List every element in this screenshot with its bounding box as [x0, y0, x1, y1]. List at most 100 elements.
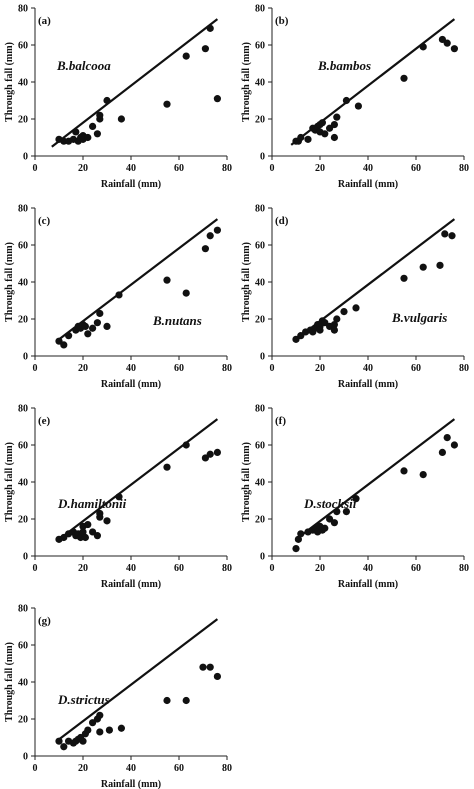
x-axis-label: Rainfall (mm) [338, 179, 398, 190]
y-tick-label: 0 [23, 752, 28, 763]
panel-d: 0 20 40 60 80 0 20 40 60 80 Rainfall (mm) Through f… [241, 204, 469, 391]
y-tick-label: 60 [255, 41, 265, 52]
data-point [117, 724, 125, 732]
data-point [206, 24, 214, 32]
panel-label: (e) [38, 415, 51, 427]
y-tick-label: 20 [255, 315, 265, 326]
species-label: B.balcooa [56, 58, 111, 73]
data-point [60, 743, 68, 751]
data-point [93, 319, 101, 327]
y-tick-label: 60 [255, 441, 265, 452]
y-tick-label: 80 [255, 204, 265, 215]
panel-label: (a) [38, 15, 51, 27]
data-point [333, 508, 341, 516]
panel-g: 0 20 40 60 80 0 20 40 60 80 Rainfall (mm) Through f… [4, 604, 232, 789]
data-point [438, 448, 446, 456]
x-tick-label: 60 [411, 363, 421, 374]
y-tick-label: 60 [18, 441, 28, 452]
x-tick-label: 60 [174, 563, 184, 574]
data-point [103, 96, 111, 105]
y-tick-label: 80 [18, 204, 28, 215]
data-point [84, 520, 92, 529]
data-point [342, 508, 350, 516]
data-point [330, 120, 338, 129]
data-point [65, 332, 73, 340]
x-tick-label: 0 [33, 563, 38, 574]
reference-line [58, 218, 219, 341]
y-tick-label: 0 [23, 352, 28, 363]
panel-label: (g) [38, 615, 51, 627]
data-point [96, 711, 104, 719]
x-tick-label: 0 [33, 363, 38, 374]
data-point [115, 291, 123, 299]
x-tick-label: 40 [363, 163, 373, 174]
data-point [316, 326, 324, 334]
y-tick-label: 20 [18, 715, 28, 726]
data-point [443, 434, 451, 442]
y-tick-label: 80 [255, 404, 265, 415]
x-tick-label: 40 [126, 363, 136, 374]
data-point [84, 133, 92, 142]
data-point [354, 102, 362, 110]
panel-f: 0 20 40 60 80 0 20 40 60 80 Rainfall (mm) Through f… [241, 404, 469, 591]
y-tick-label: 60 [18, 241, 28, 252]
y-tick-label: 20 [18, 115, 28, 126]
x-axis-label: Rainfall (mm) [101, 779, 161, 789]
data-point [340, 308, 348, 316]
data-point [304, 135, 312, 143]
data-point [163, 276, 171, 284]
x-tick-label: 0 [33, 163, 38, 174]
data-point [60, 341, 68, 349]
y-axis-label: Through fall (mm) [4, 442, 15, 522]
species-label: B.nutans [152, 313, 202, 328]
species-label: D.strictus [57, 692, 110, 707]
panel-e: 0 20 40 60 80 0 20 40 60 80 Rainfall (mm) Through f… [4, 404, 232, 591]
data-point [419, 263, 427, 271]
panel-b: 0 20 40 60 80 0 20 40 60 80 Rainfall (mm) Through f… [241, 4, 469, 191]
y-axis-label: Through fall (mm) [241, 442, 252, 522]
data-point [163, 463, 171, 471]
y-tick-label: 60 [18, 41, 28, 52]
data-point [103, 322, 111, 330]
data-point [115, 493, 123, 501]
x-tick-label: 20 [78, 563, 88, 574]
reference-line [58, 418, 219, 541]
data-point [450, 45, 458, 53]
data-point [103, 517, 111, 525]
data-point [330, 320, 338, 329]
panel-label: (f) [275, 415, 286, 427]
y-tick-label: 20 [255, 515, 265, 526]
data-point [105, 726, 113, 734]
data-point [206, 663, 214, 671]
x-tick-label: 20 [78, 763, 88, 774]
x-axis-label: Rainfall (mm) [338, 379, 398, 390]
x-tick-label: 40 [126, 563, 136, 574]
data-point [117, 115, 125, 123]
data-point [96, 309, 104, 318]
y-tick-label: 40 [18, 78, 28, 89]
data-point [79, 528, 87, 536]
data-point [400, 467, 408, 475]
data-point [333, 315, 341, 323]
y-axis-label: Through fall (mm) [4, 242, 15, 322]
data-point [318, 119, 326, 127]
x-axis-label: Rainfall (mm) [338, 579, 398, 590]
y-tick-label: 40 [18, 478, 28, 489]
data-point [294, 535, 302, 543]
y-tick-label: 60 [18, 641, 28, 652]
x-tick-label: 0 [33, 763, 38, 774]
data-point [79, 737, 87, 745]
data-point [321, 130, 329, 138]
y-tick-label: 40 [18, 678, 28, 689]
data-point [333, 113, 341, 121]
y-tick-label: 0 [260, 352, 265, 363]
data-point [72, 128, 80, 136]
x-tick-label: 20 [315, 163, 325, 174]
data-point [330, 326, 338, 334]
x-tick-label: 0 [270, 563, 275, 574]
panel-label: (c) [38, 215, 51, 227]
data-point [199, 663, 207, 671]
x-tick-label: 80 [459, 363, 469, 374]
data-point [84, 726, 92, 734]
data-point [213, 95, 221, 103]
